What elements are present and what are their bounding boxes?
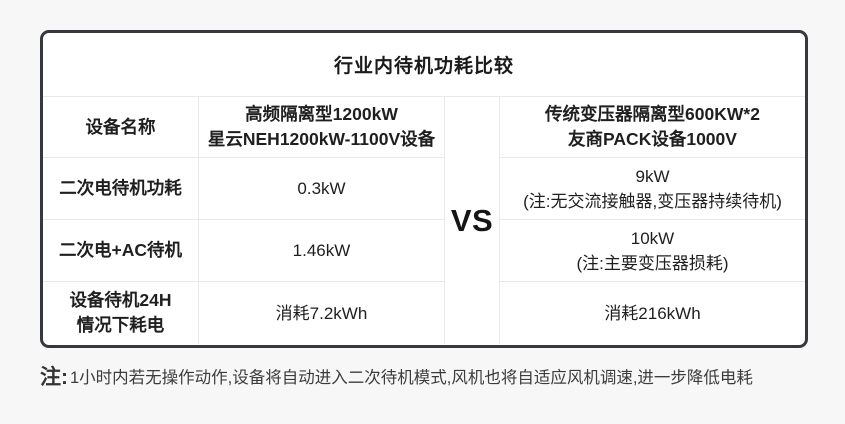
row-ac-standby-label: 二次电+AC待机 (43, 220, 199, 282)
row-24h-value-a: 消耗7.2kWh (199, 282, 444, 344)
row-secondary-standby-value-a: 0.3kW (199, 158, 444, 220)
value-b-line: 消耗216kWh (604, 303, 701, 323)
footnote: 注: 1小时内若无操作动作,设备将自动进入二次待机模式,风机也将自适应风机调速,… (40, 361, 820, 391)
value-b-line1: 10kW (630, 228, 675, 248)
row-24h-value-b: 消耗216kWh (500, 282, 805, 344)
header-product-b-line2: 友商PACK设备1000V (568, 129, 737, 149)
header-product-b-line1: 传统变压器隔离型600KW*2 (545, 104, 760, 124)
row-24h-label: 设备待机24H 情况下耗电 (43, 282, 199, 344)
header-product-a-line1: 高频隔离型1200kW (245, 104, 398, 124)
header-product-a-line2: 星云NEH1200kW-1100V设备 (207, 129, 436, 149)
row-secondary-standby-label: 二次电待机功耗 (43, 158, 199, 220)
value-b-line2: (注:无交流接触器,变压器持续待机) (523, 191, 782, 211)
value-a-line: 1.46kW (292, 241, 351, 260)
header-device-name-line: 设备名称 (85, 116, 156, 137)
table-body: 设备名称 高频隔离型1200kW 星云NEH1200kW-1100V设备 传统变… (43, 97, 805, 344)
value-a-line: 消耗7.2kWh (275, 303, 368, 323)
header-product-b: 传统变压器隔离型600KW*2 友商PACK设备1000V (500, 97, 805, 158)
vs-label: VS (444, 97, 500, 344)
row-ac-standby-value-a: 1.46kW (199, 220, 444, 282)
value-b-line1: 9kW (635, 166, 670, 186)
row-secondary-standby-label-line: 二次电待机功耗 (59, 178, 182, 198)
header-product-a: 高频隔离型1200kW 星云NEH1200kW-1100V设备 (199, 97, 444, 158)
header-device-name: 设备名称 (43, 97, 199, 158)
row-secondary-standby-value-b: 9kW (注:无交流接触器,变压器持续待机) (500, 158, 805, 220)
row-24h-label-line2: 情况下耗电 (76, 315, 165, 335)
row-ac-standby-value-b: 10kW (注:主要变压器损耗) (500, 220, 805, 282)
row-24h-label-line1: 设备待机24H (69, 290, 172, 310)
comparison-table-card: 行业内待机功耗比较 设备名称 高频隔离型1200kW 星云NEH1200kW-1… (40, 30, 808, 348)
value-a-line: 0.3kW (297, 179, 346, 198)
row-ac-standby-label-line: 二次电+AC待机 (59, 240, 182, 260)
value-b-line2: (注:主要变压器损耗) (576, 253, 729, 273)
footnote-prefix: 注: (40, 366, 68, 389)
footnote-text: 1小时内若无操作动作,设备将自动进入二次待机模式,风机也将自适应风机调速,进一步… (70, 369, 753, 387)
table-title: 行业内待机功耗比较 (43, 33, 805, 97)
